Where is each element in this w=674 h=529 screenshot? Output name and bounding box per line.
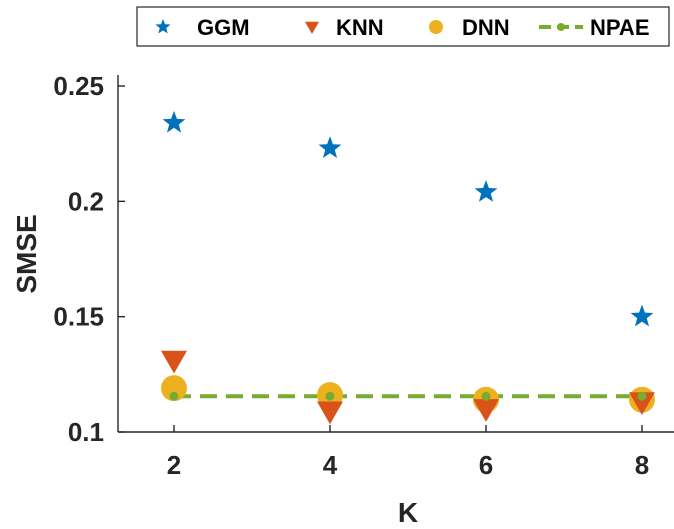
npae-point: [169, 391, 179, 401]
y-tick-label: 0.15: [53, 302, 104, 332]
ggm-legend-marker: [155, 19, 171, 34]
npae-legend-label: NPAE: [590, 15, 650, 40]
ggm-point: [474, 180, 498, 202]
knn-legend-marker: [305, 21, 319, 34]
x-tick-label: 2: [167, 450, 181, 480]
x-axis-title: K: [398, 497, 418, 528]
x-tick-label: 4: [323, 450, 338, 480]
npae-point: [325, 391, 335, 401]
plot-marks: [161, 110, 655, 425]
npae-point: [481, 391, 491, 401]
ggm-point: [630, 304, 654, 327]
ggm-legend-label: GGM: [197, 15, 250, 40]
y-tick-label: 0.25: [53, 71, 104, 101]
y-tick-label: 0.2: [68, 186, 104, 216]
x-tick-label: 8: [635, 450, 649, 480]
npae-legend-marker: [557, 23, 565, 31]
knn-point: [161, 350, 187, 374]
knn-point: [473, 399, 499, 422]
npae-point: [637, 391, 647, 401]
dnn-point: [161, 375, 187, 402]
knn-legend-label: KNN: [336, 15, 384, 40]
y-axis-title: SMSE: [11, 214, 42, 293]
dnn-legend-marker: [429, 20, 443, 34]
ticks: 2 4 6 8 0.1 0.15 0.2 0.25: [53, 71, 649, 480]
legend: GGM KNN DNN NPAE: [155, 15, 650, 40]
ggm-point: [162, 110, 186, 133]
y-tick-label: 0.1: [68, 417, 104, 447]
ggm-point: [318, 136, 342, 158]
dnn-legend-label: DNN: [462, 15, 510, 40]
knn-point: [317, 401, 343, 425]
x-tick-label: 6: [479, 450, 493, 480]
knn-point: [629, 392, 655, 416]
